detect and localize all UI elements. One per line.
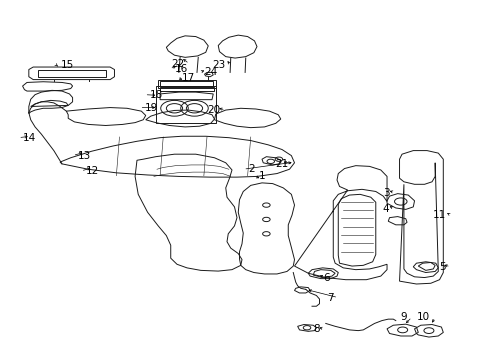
Text: 1: 1 <box>258 171 265 181</box>
Text: 16: 16 <box>174 64 187 74</box>
Text: 4: 4 <box>382 204 389 214</box>
Text: 7: 7 <box>326 293 333 303</box>
Text: 15: 15 <box>61 59 74 69</box>
Text: 23: 23 <box>212 60 225 70</box>
Text: 22: 22 <box>171 59 184 69</box>
Text: 3: 3 <box>382 188 389 198</box>
Text: 18: 18 <box>149 90 163 100</box>
Text: 10: 10 <box>416 312 429 322</box>
Text: 14: 14 <box>23 133 37 143</box>
Text: 13: 13 <box>78 150 91 161</box>
Text: 11: 11 <box>432 210 445 220</box>
Text: 19: 19 <box>144 103 158 113</box>
Text: 6: 6 <box>323 273 329 283</box>
Text: 2: 2 <box>248 164 254 174</box>
Text: 24: 24 <box>204 67 217 77</box>
Text: 21: 21 <box>274 159 287 169</box>
Text: 12: 12 <box>85 166 99 176</box>
Text: 8: 8 <box>312 324 319 334</box>
Text: 17: 17 <box>182 73 195 83</box>
Text: 5: 5 <box>438 262 445 272</box>
Text: 20: 20 <box>207 105 220 115</box>
Text: 9: 9 <box>400 312 406 322</box>
